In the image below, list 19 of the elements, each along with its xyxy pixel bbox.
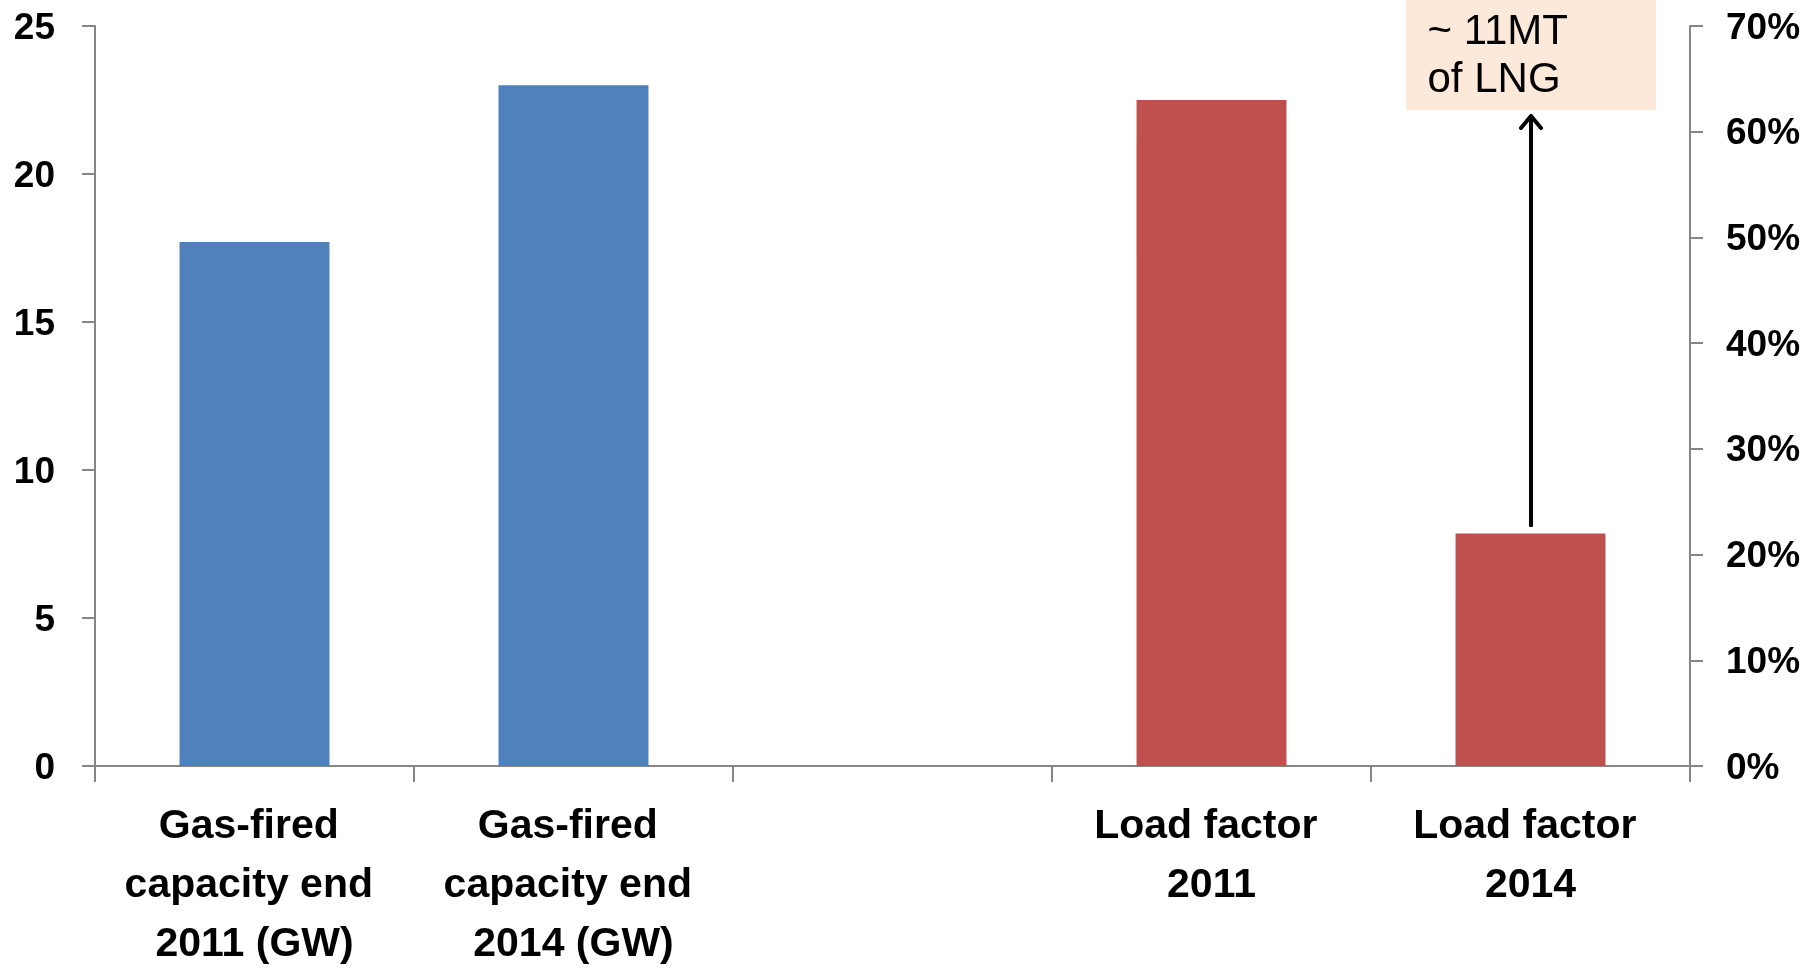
- y-tick-label: 20: [13, 153, 55, 195]
- x-tick-label: Gas-fired capacity end 2014 (GW): [443, 800, 704, 965]
- x-tick-label: Load factor 2014: [1413, 800, 1648, 906]
- y2-tick-label: 0%: [1726, 745, 1780, 787]
- y-tick-label: 5: [34, 597, 55, 639]
- y2-tick-label: 10%: [1726, 639, 1801, 681]
- annotation: ~ 11MT of LNG: [1405, 0, 1656, 110]
- y-tick-label: 15: [13, 301, 55, 343]
- y2-tick-label: 40%: [1726, 322, 1801, 364]
- y2-tick-label: 60%: [1726, 111, 1801, 153]
- y2-tick-label: 50%: [1726, 216, 1801, 258]
- x-tick-label: Gas-fired capacity end 2011 (GW): [124, 800, 385, 965]
- y-tick-label: 0: [34, 745, 55, 787]
- x-tick-label: Load factor 2011: [1094, 800, 1329, 906]
- y2-tick-label: 30%: [1726, 428, 1801, 470]
- y2-tick-label: 70%: [1726, 5, 1801, 47]
- y-tick-label: 25: [13, 5, 55, 47]
- y2-tick-label: 20%: [1726, 534, 1801, 576]
- y-tick-label: 10: [13, 449, 55, 491]
